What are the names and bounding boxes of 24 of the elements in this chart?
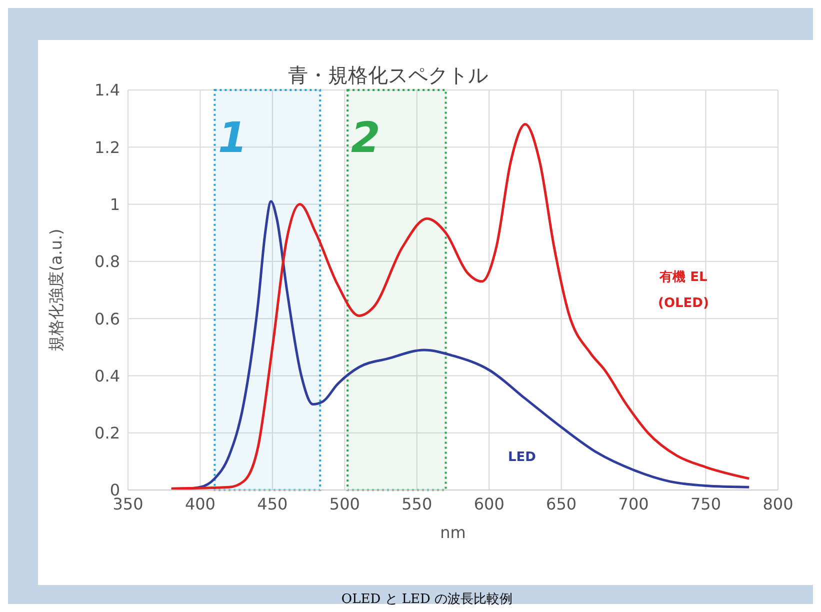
x-tick-label: 800 [762, 494, 794, 514]
y-axis-title: 規格化強度(a.u.) [46, 228, 66, 352]
y-tick-label: 0.2 [94, 424, 120, 443]
x-tick-label: 750 [690, 494, 722, 514]
band-label: 1 [218, 113, 248, 162]
x-tick-label: 500 [329, 494, 360, 514]
chart-title: 青・規格化スペクトル [288, 62, 488, 89]
y-tick-label: 0.8 [94, 252, 120, 272]
x-tick-label: 400 [184, 494, 216, 514]
y-tick-label: 1.2 [94, 138, 120, 157]
x-tick-label: 700 [618, 494, 649, 514]
y-tick-label: 0.6 [94, 309, 120, 328]
y-tick-label: 0.4 [94, 366, 120, 386]
band-label: 2 [350, 113, 380, 162]
x-tick-label: 550 [402, 494, 432, 514]
y-tick-label: 1 [110, 194, 120, 214]
x-axis-title: nm [440, 523, 466, 542]
text: OLED と LED の波長比較例 [340, 591, 514, 608]
x-tick-label: 650 [546, 494, 577, 514]
annotation: 有機 EL (OLED) [658, 269, 709, 313]
x-tick-label: 600 [474, 494, 504, 514]
x-tick-label: 450 [257, 494, 288, 514]
y-tick-label: 1.4 [94, 80, 120, 100]
annotation: LED [508, 449, 536, 467]
